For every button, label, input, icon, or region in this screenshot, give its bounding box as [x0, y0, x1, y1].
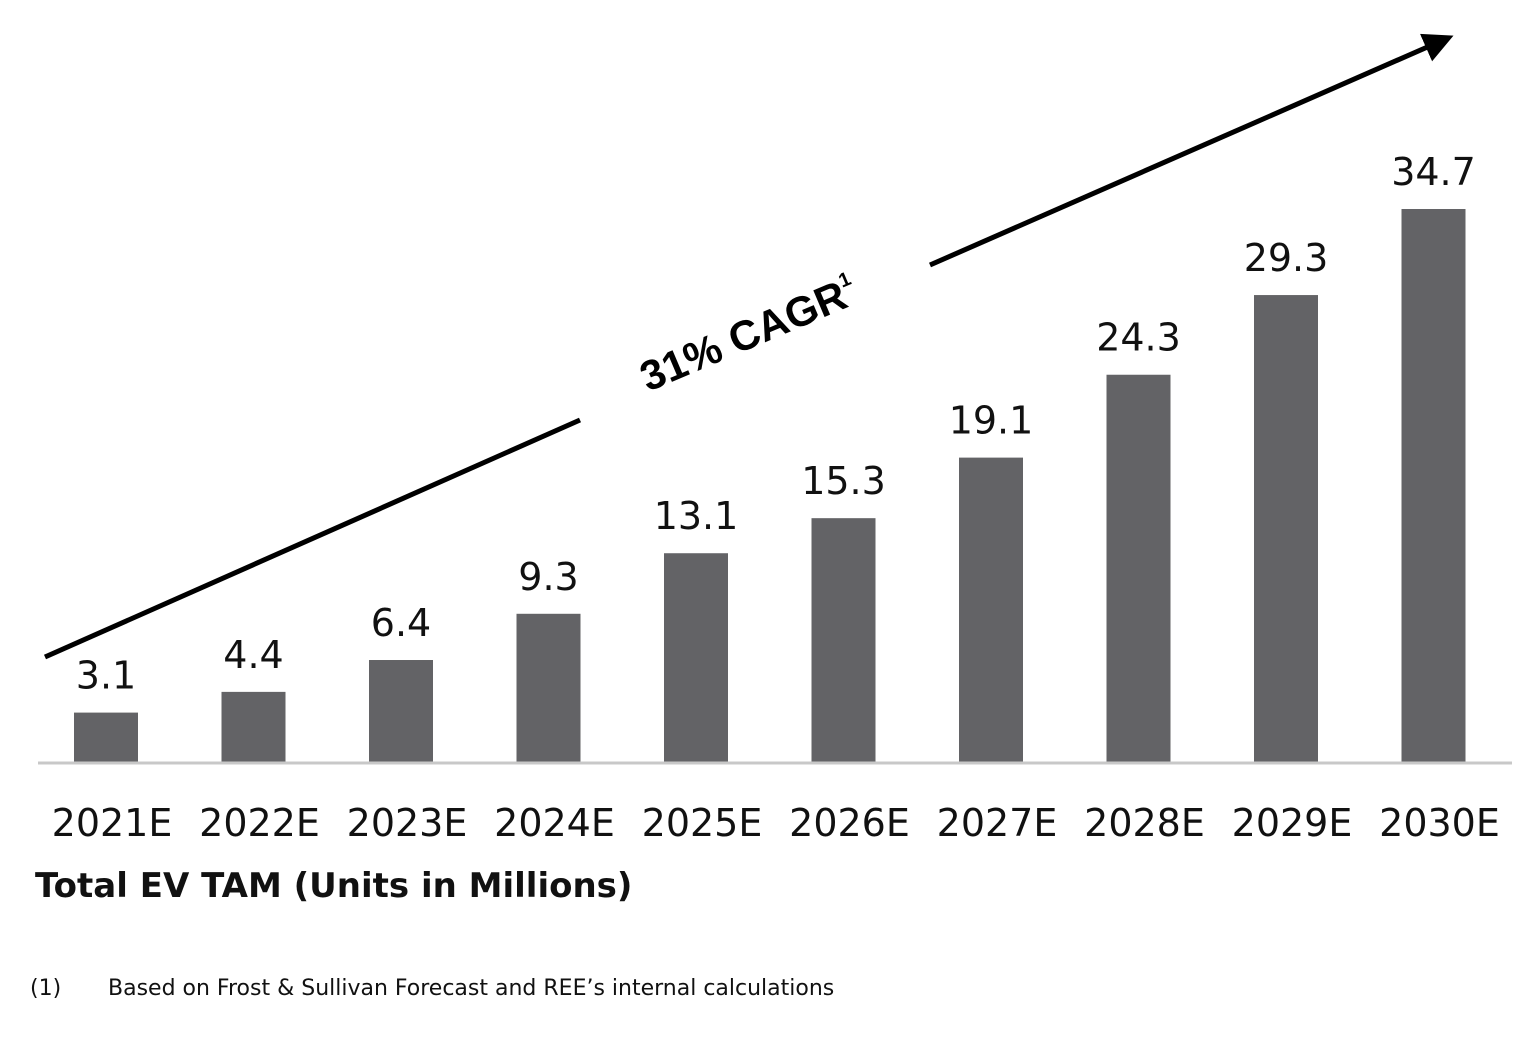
value-label-2027E: 19.1 — [949, 399, 1034, 443]
value-label-2028E: 24.3 — [1096, 316, 1181, 360]
x-tick-label-2026E: 2026E — [789, 801, 910, 845]
x-tick-labels-group: 2021E 2022E 2023E 2024E 2025E 2026E 2027E 2028E… — [52, 801, 1500, 845]
bar-2029E — [1254, 295, 1318, 762]
footnote-number: (1) — [30, 976, 62, 1001]
footnote: (1) Based on Frost & Sullivan Forecast an… — [30, 976, 834, 1001]
value-label-2024E: 9.3 — [518, 555, 578, 599]
x-tick-label-2028E: 2028E — [1084, 801, 1205, 845]
bar-2025E — [664, 553, 728, 762]
x-tick-label-2029E: 2029E — [1232, 801, 1353, 845]
value-label-2025E: 13.1 — [654, 494, 739, 538]
bar-2030E — [1401, 209, 1466, 762]
value-label-2023E: 6.4 — [371, 601, 431, 645]
cagr-annotation-text: 31% CAGR — [633, 271, 853, 400]
x-tick-label-2021E: 2021E — [52, 801, 173, 845]
x-tick-label-2023E: 2023E — [347, 801, 468, 845]
value-labels-group: 3.1 4.4 6.4 9.3 13.1 15.3 19.1 24.3 29.3 34.7 — [76, 150, 1476, 698]
x-tick-label-2024E: 2024E — [494, 801, 615, 845]
bar-2027E — [959, 457, 1023, 762]
bar-2023E — [369, 660, 433, 762]
x-tick-label-2022E: 2022E — [199, 801, 320, 845]
bar-2028E — [1106, 374, 1171, 762]
cagr-annotation: 31% CAGR1 — [633, 267, 864, 400]
footnote-text: Based on Frost & Sullivan Forecast and R… — [108, 976, 835, 1001]
x-axis-title: Total EV TAM (Units in Millions) — [35, 866, 633, 906]
value-label-2021E: 3.1 — [76, 654, 136, 698]
bar-2022E — [221, 691, 286, 762]
value-label-2029E: 29.3 — [1244, 236, 1329, 280]
value-label-2026E: 15.3 — [801, 459, 886, 503]
value-label-2022E: 4.4 — [223, 633, 283, 677]
x-tick-label-2030E: 2030E — [1379, 801, 1500, 845]
cagr-trend-line-left — [43, 417, 582, 660]
bar-2026E — [811, 518, 876, 762]
bar-2021E — [74, 712, 138, 762]
value-label-2030E: 34.7 — [1391, 150, 1476, 194]
x-tick-label-2027E: 2027E — [937, 801, 1058, 845]
bar-2024E — [516, 613, 581, 762]
bars-group — [74, 209, 1466, 762]
x-tick-label-2025E: 2025E — [642, 801, 763, 845]
cagr-trend-arrow — [928, 33, 1454, 268]
